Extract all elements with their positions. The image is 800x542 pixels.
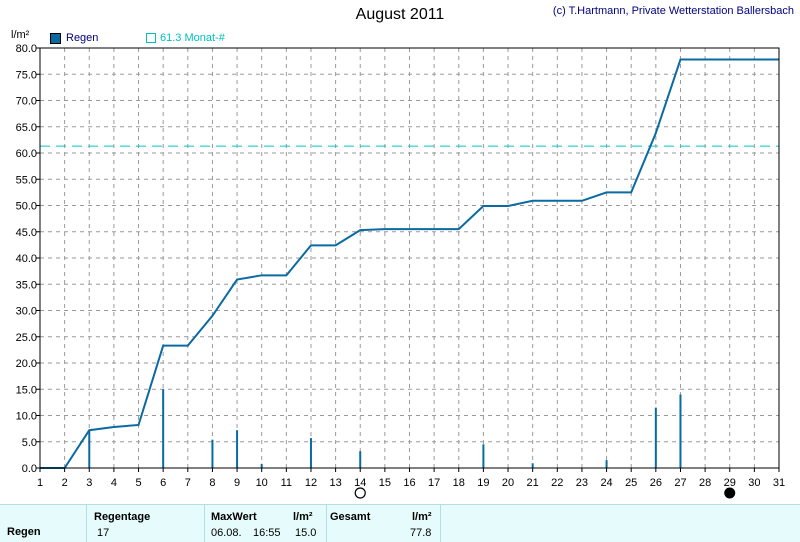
daily-rain-bars (88, 389, 682, 468)
y-axis-ticks: 0.0 5.0 10.0 15.0 20.0 25.0 30.0 35.0 40.0 45.0 50… (16, 43, 40, 475)
maxwert-label: MaxWert (211, 511, 257, 523)
maxwert-cell: MaxWert l/m² 06.08. 16:55 15.0 (204, 505, 327, 542)
legend-rain: Regen (50, 32, 98, 44)
gesamt-unit: l/m² (412, 511, 432, 523)
y-tick-label: 70.0 (16, 96, 37, 108)
x-axis-ticks: 1 2 3 4 5 6 7 8 9 10 11 12 13 14 15 16 17 18 19 20 21 22 23 24 2… (37, 468, 785, 489)
maxwert-value: 15.0 (295, 527, 317, 539)
x-tick-label: 18 (453, 477, 465, 489)
average-swatch (146, 33, 156, 43)
x-tick-label: 11 (281, 477, 292, 489)
legend-rain-label: Regen (66, 32, 99, 44)
chart-title: August 2011 (355, 6, 445, 23)
x-tick-label: 29 (724, 477, 736, 489)
x-tick-label: 3 (86, 477, 92, 489)
x-tick-label: 1 (37, 477, 43, 489)
x-tick-label: 13 (329, 477, 341, 489)
x-tick-label: 15 (379, 477, 391, 489)
y-tick-label: 20.0 (16, 358, 37, 370)
x-tick-label: 16 (403, 477, 415, 489)
x-tick-label: 31 (773, 477, 785, 489)
x-tick-label: 20 (502, 477, 514, 489)
x-tick-label: 24 (600, 477, 612, 489)
y-tick-label: 10.0 (16, 411, 37, 423)
rain-chart: 0.0 5.0 10.0 15.0 20.0 25.0 30.0 35.0 40.0 45.0 50… (16, 43, 785, 499)
y-tick-label: 5.0 (22, 437, 37, 449)
y-tick-label: 45.0 (16, 227, 37, 239)
y-tick-label: 30.0 (16, 306, 37, 318)
y-tick-label: 75.0 (16, 69, 37, 81)
x-tick-label: 14 (354, 477, 366, 489)
x-tick-label: 9 (234, 477, 240, 489)
full-moon-icon (354, 487, 366, 499)
copyright-credit: (c) T.Hartmann, Private Wetterstation Ba… (552, 5, 794, 17)
legend-average: 61.3 Monat-# (146, 32, 225, 44)
x-tick-label: 2 (62, 477, 68, 489)
chart-grid (40, 48, 779, 468)
x-tick-label: 6 (160, 477, 166, 489)
gesamt-value: 77.8 (410, 527, 432, 539)
x-tick-label: 7 (185, 477, 191, 489)
new-moon-icon (724, 487, 736, 499)
cumulative-rain-line (40, 58, 779, 469)
rain-swatch (50, 32, 61, 44)
stats-row-label-cell: Regen (0, 505, 87, 542)
maxwert-time: 16:55 (253, 527, 281, 539)
maxwert-date: 06.08. (211, 527, 242, 539)
gesamt-cell: Gesamt l/m² 77.8 (326, 505, 441, 542)
regentage-cell: Regentage 17 (86, 505, 205, 542)
x-tick-label: 27 (674, 477, 686, 489)
x-tick-label: 21 (527, 477, 539, 489)
y-tick-label: 25.0 (16, 332, 37, 344)
x-tick-label: 23 (576, 477, 588, 489)
x-tick-label: 5 (135, 477, 141, 489)
x-tick-label: 8 (209, 477, 215, 489)
legend-average-label: 61.3 Monat-# (160, 32, 225, 44)
x-tick-label: 25 (625, 477, 637, 489)
regentage-label: Regentage (94, 511, 151, 523)
x-tick-label: 30 (748, 477, 760, 489)
x-tick-label: 4 (111, 477, 117, 489)
y-tick-label: 0.0 (22, 463, 37, 475)
x-tick-label: 19 (477, 477, 489, 489)
x-tick-label: 28 (699, 477, 711, 489)
moon-phases (354, 487, 736, 499)
stats-panel: Regen Regentage 17 MaxWert l/m² 06.08. 1… (0, 504, 800, 542)
y-tick-label: 60.0 (16, 148, 37, 160)
x-tick-label: 12 (305, 477, 317, 489)
stats-row-label: Regen (7, 526, 41, 538)
y-tick-label: 65.0 (16, 122, 37, 134)
x-tick-label: 22 (551, 477, 563, 489)
y-tick-label: 35.0 (16, 279, 37, 291)
gesamt-label: Gesamt (330, 511, 371, 523)
y-tick-label: 55.0 (16, 174, 37, 186)
y-axis-unit: l/m² (11, 29, 30, 41)
y-tick-label: 15.0 (16, 384, 37, 396)
x-tick-label: 26 (650, 477, 662, 489)
x-tick-label: 10 (256, 477, 268, 489)
x-tick-label: 17 (428, 477, 440, 489)
y-tick-label: 80.0 (16, 43, 37, 55)
regentage-value: 17 (97, 527, 110, 539)
maxwert-unit: l/m² (293, 511, 313, 523)
y-tick-label: 40.0 (16, 253, 37, 265)
y-tick-label: 50.0 (16, 201, 37, 213)
